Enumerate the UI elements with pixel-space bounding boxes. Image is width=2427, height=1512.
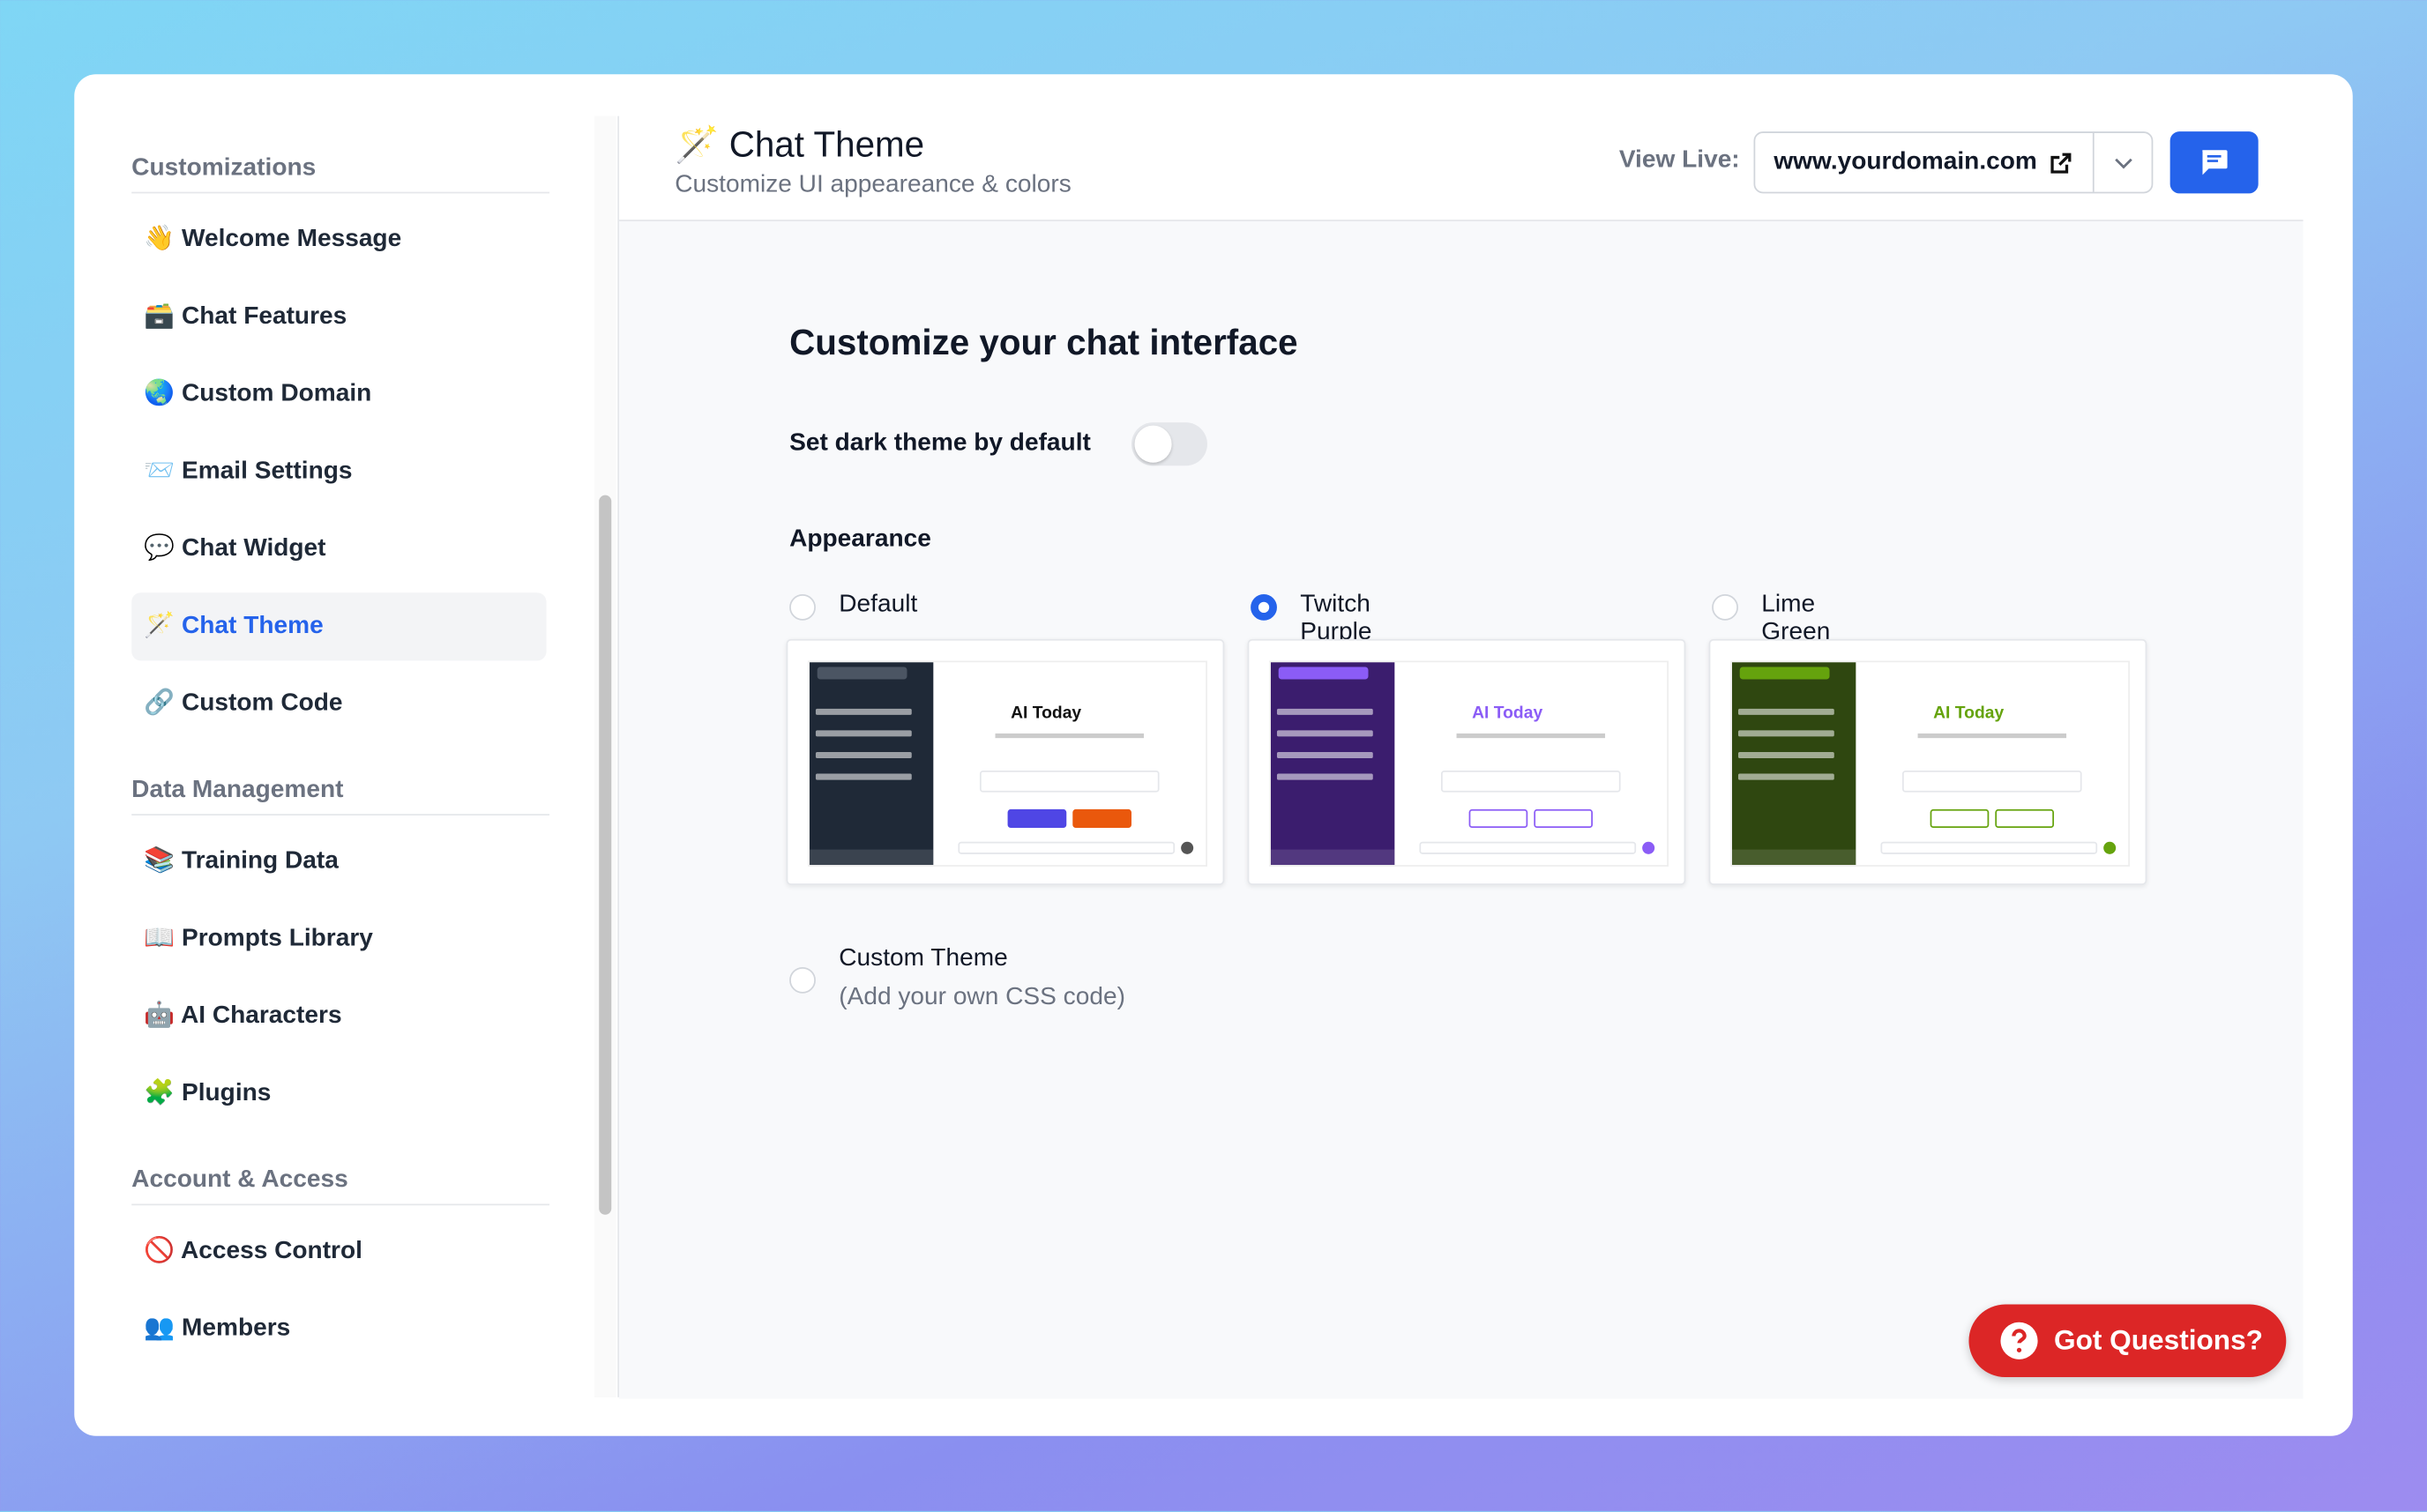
- preview-sidebar: [1270, 662, 1395, 866]
- dark-theme-toggle[interactable]: [1131, 422, 1207, 466]
- menu-item[interactable]: 🪄 Chat Theme: [131, 592, 547, 661]
- preview-action: [1930, 808, 1990, 828]
- preview-footer: [1270, 849, 1395, 866]
- page-title: 🪄 Chat Theme: [675, 123, 925, 165]
- dropdown-icon[interactable]: [2114, 155, 2132, 171]
- preview-chat-row: [1276, 773, 1373, 780]
- preview-action: [1007, 808, 1067, 828]
- external-link-icon: [2050, 153, 2072, 174]
- theme-preview[interactable]: AI Today: [1247, 638, 1686, 885]
- preview-subline: [1917, 733, 2067, 739]
- preview-chat-row: [1737, 708, 1834, 715]
- toggle-label: Set dark theme by default: [789, 429, 1091, 457]
- preview-send: [1642, 841, 1655, 854]
- preview-subline: [1456, 733, 1606, 739]
- preview-action: [1468, 808, 1528, 828]
- preview-input: [1880, 841, 2098, 854]
- preview-chat-row: [815, 751, 912, 758]
- preview-chat-row: [1737, 773, 1834, 780]
- menu-item[interactable]: 👥 Members: [144, 1315, 291, 1342]
- preview-footer: [1731, 849, 1856, 866]
- toggle-knob: [1134, 425, 1172, 463]
- help-icon: [2000, 1322, 2038, 1359]
- divider: [617, 115, 620, 1397]
- preview-title: AI Today: [1933, 704, 2005, 723]
- preview-screen: AI Today: [1730, 660, 2131, 867]
- menu-item[interactable]: 👋 Welcome Message: [144, 226, 402, 253]
- preview-chat-row: [1276, 730, 1373, 737]
- preview-chat-row: [1276, 751, 1373, 758]
- menu-item[interactable]: 📨 Email Settings: [144, 458, 353, 485]
- select-divider: [2092, 132, 2095, 192]
- preview-screen: AI Today: [808, 660, 1207, 867]
- preview-chat-row: [815, 773, 912, 780]
- appearance-label: Appearance: [789, 525, 931, 553]
- help-button[interactable]: Got Questions?: [1968, 1304, 2287, 1378]
- preview-model-box: [979, 771, 1160, 793]
- preview-chat-row: [1737, 751, 1834, 758]
- section-title: Account & Access: [131, 1166, 550, 1206]
- menu-item[interactable]: 🧩 Plugins: [144, 1080, 272, 1106]
- chat-icon: [2202, 150, 2228, 175]
- preview-title: AI Today: [1011, 704, 1082, 723]
- preview-subline: [995, 733, 1145, 739]
- theme-radio[interactable]: [1251, 593, 1277, 621]
- custom-theme-name[interactable]: Custom Theme: [839, 945, 1008, 972]
- theme-radio[interactable]: [1712, 593, 1738, 621]
- preview-chat-row: [815, 730, 912, 737]
- preview-chat-row: [1737, 730, 1834, 737]
- menu-item[interactable]: 🤖 AI Characters: [144, 1002, 342, 1030]
- preview-new-chat: [1278, 667, 1369, 680]
- menu-item[interactable]: 🚫 Access Control: [144, 1238, 362, 1264]
- sidebar: Customizations 👋 Welcome Message 🗃️ Chat F…: [74, 74, 601, 1435]
- section-title: Data Management: [131, 777, 550, 816]
- theme-preview[interactable]: AI Today: [786, 638, 1225, 885]
- section-heading: Customize your chat interface: [789, 322, 1298, 362]
- theme-radio[interactable]: [789, 593, 816, 621]
- help-label: Got Questions?: [2054, 1324, 2263, 1356]
- preview-chat-row: [1276, 708, 1373, 715]
- preview-footer: [809, 849, 934, 866]
- menu-item[interactable]: 🌏 Custom Domain: [144, 380, 372, 407]
- settings-card: Customizations 👋 Welcome Message 🗃️ Chat F…: [74, 74, 2353, 1436]
- preview-input: [958, 841, 1176, 854]
- menu-item[interactable]: 🗃️ Chat Features: [144, 302, 347, 330]
- preview-input: [1419, 841, 1637, 854]
- preview-action: [1072, 808, 1131, 828]
- custom-theme-radio[interactable]: [789, 966, 816, 994]
- theme-preview[interactable]: AI Today: [1708, 638, 2147, 885]
- theme-name[interactable]: Default: [839, 591, 918, 618]
- menu-item[interactable]: 🔗 Custom Code: [144, 689, 343, 717]
- preview-sidebar: [809, 662, 934, 866]
- preview-title: AI Today: [1472, 704, 1543, 723]
- preview-send: [1181, 841, 1194, 854]
- scrollbar-thumb[interactable]: [599, 495, 612, 1215]
- custom-theme-description: (Add your own CSS code): [839, 984, 1125, 1011]
- domain-link[interactable]: www.yourdomain.com: [1774, 148, 2037, 175]
- preview-screen: AI Today: [1269, 660, 1669, 867]
- menu-item[interactable]: 💬 Chat Widget: [144, 535, 326, 562]
- section-title: Customizations: [131, 155, 550, 194]
- preview-sidebar: [1731, 662, 1856, 866]
- preview-model-box: [1440, 771, 1621, 793]
- preview-chat-row: [815, 708, 912, 715]
- preview-new-chat: [817, 667, 907, 680]
- view-live-label: View Live:: [1618, 146, 1740, 174]
- menu-item[interactable]: 📚 Training Data: [144, 847, 339, 875]
- domain-select[interactable]: www.yourdomain.com: [1753, 131, 2154, 194]
- preview-action: [1534, 808, 1593, 828]
- chat-button[interactable]: [2169, 131, 2259, 194]
- page-subtitle: Customize UI appeareance & colors: [675, 171, 1072, 198]
- preview-send: [2103, 841, 2117, 854]
- menu-item[interactable]: 📖 Prompts Library: [144, 925, 373, 952]
- preview-new-chat: [1739, 667, 1830, 680]
- preview-action: [1995, 808, 2055, 828]
- preview-model-box: [1902, 771, 2082, 793]
